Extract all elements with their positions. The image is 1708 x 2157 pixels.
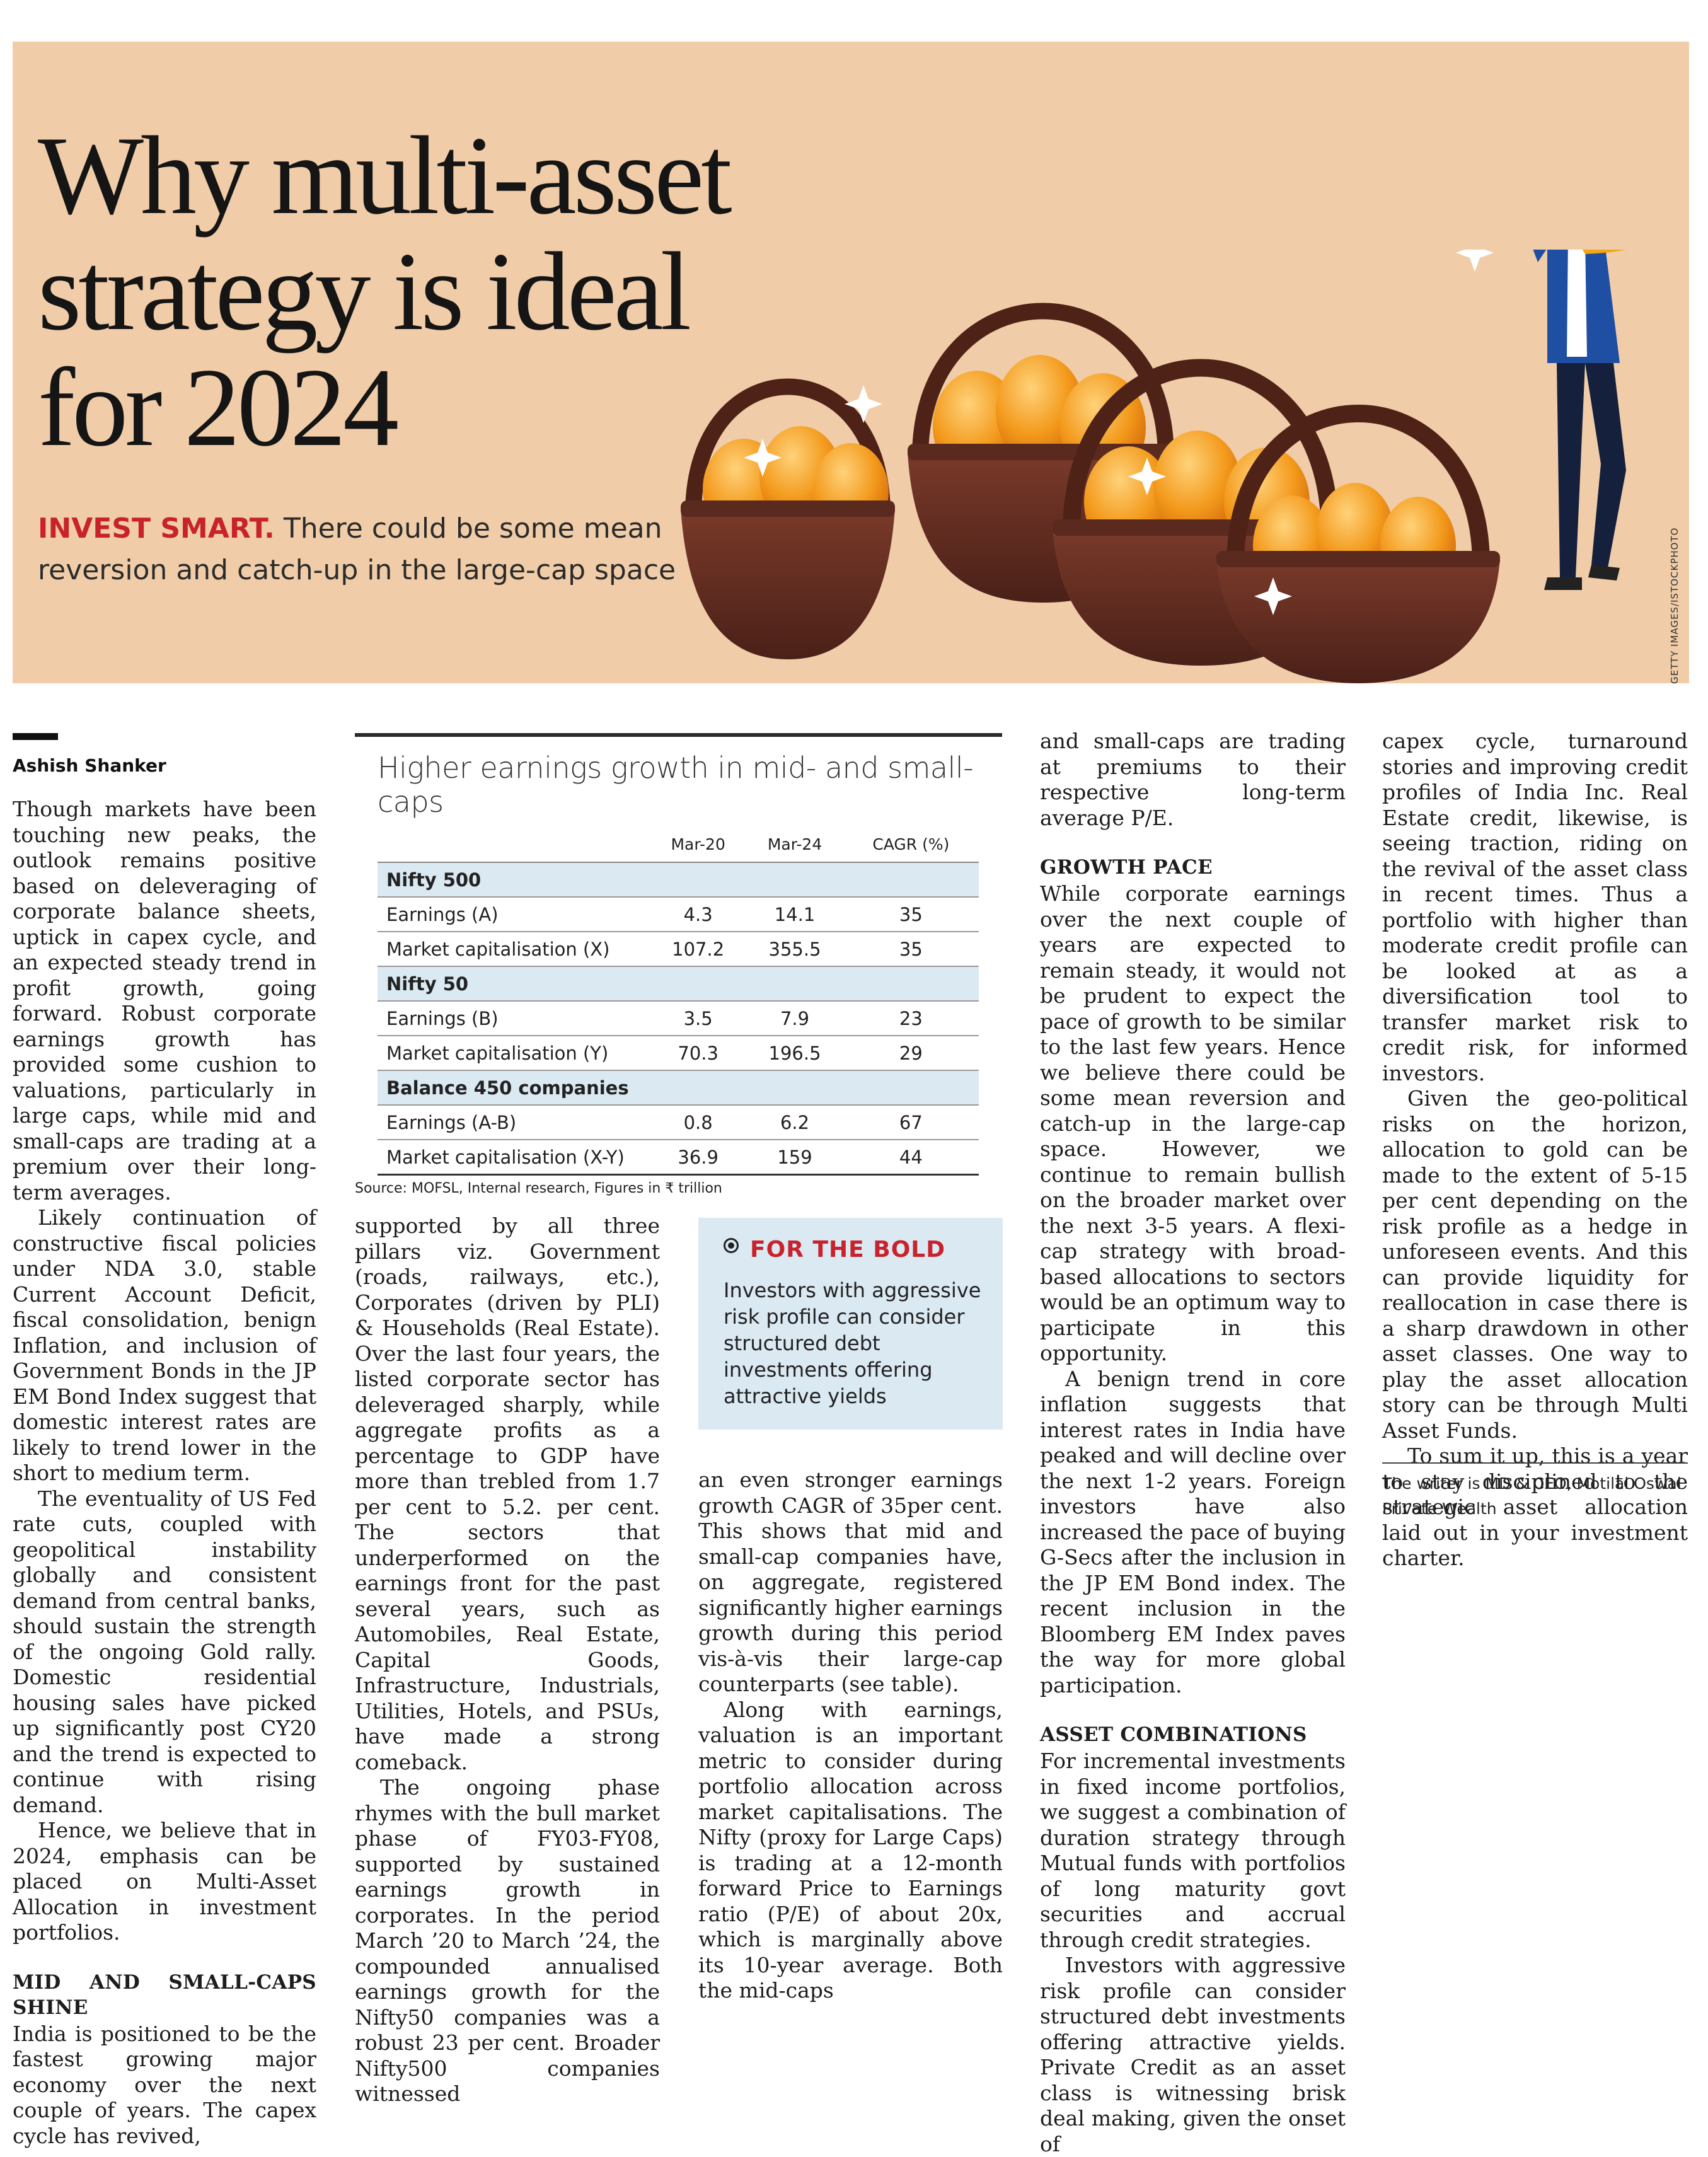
paragraph: A benign trend in core inflation suggest… <box>1040 1366 1346 1697</box>
cell-mar20: 4.3 <box>650 897 747 932</box>
cell-cagr: 35 <box>843 932 979 967</box>
paragraph: The ongoing phase rhymes with the bull m… <box>355 1775 660 2106</box>
paragraph: India is positioned to be the fastest gr… <box>13 2021 316 2148</box>
table-row: Earnings (A) 4.3 14.1 35 <box>378 897 979 932</box>
paragraph: While corporate earnings over the next c… <box>1040 881 1346 1365</box>
paragraph: To sum it up, this is a year to stay dis… <box>1382 1443 1688 1570</box>
column-5: capex cycle, turnaround stories and impr… <box>1382 729 1688 1571</box>
row-label: Earnings (A-B) <box>378 1105 650 1140</box>
callout-body: Investors with aggressive risk profile c… <box>724 1278 981 1408</box>
basket-4 <box>1216 405 1500 683</box>
cell-cagr: 35 <box>843 897 979 932</box>
subhead: GROWTH PACE <box>1040 856 1213 879</box>
headline-line-1: Why multi-asset <box>38 113 732 238</box>
photo-credit: GETTY IMAGES/ISTOCKPHOTO <box>1669 527 1680 684</box>
column-header <box>378 826 650 863</box>
row-label: Market capitalisation (Y) <box>378 1036 650 1071</box>
callout-title: FOR THE BOLD <box>724 1237 945 1263</box>
cell-mar20: 0.8 <box>650 1105 747 1140</box>
paragraph: The eventuality of US Fed rate cuts, cou… <box>13 1486 316 1817</box>
row-label: Market capitalisation (X-Y) <box>378 1140 650 1176</box>
deck: INVEST SMART. There could be some mean r… <box>38 508 700 591</box>
table-title: Higher earnings growth in mid- and small… <box>378 751 974 819</box>
byline: Ashish Shanker <box>13 755 166 776</box>
row-label: Earnings (B) <box>378 1001 650 1036</box>
deck-text-1: There could be some mean <box>283 512 662 545</box>
paragraph: Hence, we believe that in 2024, emphasis… <box>13 1818 316 1945</box>
paragraph: Investors with aggressive risk profile c… <box>1040 1953 1346 2156</box>
table-row: Earnings (A-B) 0.8 6.2 67 <box>378 1105 979 1140</box>
paragraph: and small-caps are trading at premiums t… <box>1040 729 1346 830</box>
cell-mar24: 6.2 <box>746 1105 843 1140</box>
table-row: Market capitalisation (X) 107.2 355.5 35 <box>378 932 979 967</box>
earnings-table: Mar-20 Mar-24 CAGR (%) Nifty 500 Earning… <box>378 826 979 1176</box>
row-label: Earnings (A) <box>378 897 650 932</box>
cell-cagr: 67 <box>843 1105 979 1140</box>
table-row: Market capitalisation (Y) 70.3 196.5 29 <box>378 1036 979 1071</box>
cell-mar24: 14.1 <box>746 897 843 932</box>
table-top-rule <box>355 733 1002 737</box>
column-3: an even stronger earnings growth CAGR of… <box>698 1467 1003 2004</box>
group-header: Balance 450 companies <box>378 1070 979 1106</box>
cell-mar24: 196.5 <box>746 1036 843 1071</box>
paragraph: Likely continuation of constructive fisc… <box>13 1205 316 1485</box>
cell-mar20: 36.9 <box>650 1140 747 1176</box>
cell-cagr: 44 <box>843 1140 979 1176</box>
table-row: Earnings (B) 3.5 7.9 23 <box>378 1001 979 1036</box>
headline-line-3: for 2024 <box>38 345 399 470</box>
cell-mar20: 107.2 <box>650 932 747 967</box>
headline: Why multi-asset strategy is ideal for 20… <box>38 117 732 465</box>
column-header: CAGR (%) <box>843 826 979 863</box>
group-header: Nifty 50 <box>378 966 979 1002</box>
deck-kicker: INVEST SMART. <box>38 512 275 545</box>
paragraph: Though markets have been touching new pe… <box>13 797 316 1205</box>
headline-line-2: strategy is ideal <box>38 229 691 354</box>
cell-mar20: 3.5 <box>650 1001 747 1036</box>
cell-cagr: 23 <box>843 1001 979 1036</box>
paragraph: For incremental investments in fixed inc… <box>1040 1749 1346 1952</box>
cell-mar24: 7.9 <box>746 1001 843 1036</box>
bullet-target-icon <box>724 1238 739 1253</box>
cell-mar20: 70.3 <box>650 1036 747 1071</box>
paragraph: an even stronger earnings growth CAGR of… <box>698 1467 1003 1696</box>
writer-note: The writer is MD & CEO, Motilal Oswal Pr… <box>1382 1474 1682 1518</box>
hero-banner: Why multi-asset strategy is ideal for 20… <box>13 42 1689 683</box>
cell-cagr: 29 <box>843 1036 979 1071</box>
paragraph: Along with earnings, valuation is an imp… <box>698 1697 1003 2003</box>
sparkle-icon <box>744 250 1494 615</box>
subhead: MID AND SMALL-CAPS SHINE <box>13 1970 316 2019</box>
paragraph: capex cycle, turnaround stories and impr… <box>1382 729 1688 1085</box>
column-1: Though markets have been touching new pe… <box>13 797 316 2149</box>
byline-rule <box>13 733 58 740</box>
businessman-figure <box>1533 250 1626 590</box>
column-header: Mar-20 <box>650 826 747 863</box>
deck-text-2: reversion and catch-up in the large-cap … <box>38 554 676 586</box>
cell-mar24: 355.5 <box>746 932 843 967</box>
earnings-table-box: Higher earnings growth in mid- and small… <box>355 733 1002 1196</box>
for-the-bold-callout: FOR THE BOLD Investors with aggressive r… <box>698 1218 1003 1430</box>
table-source: Source: MOFSL, Internal research, Figure… <box>355 1181 722 1196</box>
paragraph: supported by all three pillars viz. Gove… <box>355 1213 660 1774</box>
table-row: Market capitalisation (X-Y) 36.9 159 44 <box>378 1140 979 1176</box>
column-4: and small-caps are trading at premiums t… <box>1040 729 1346 2157</box>
row-label: Market capitalisation (X) <box>378 932 650 967</box>
column-header: Mar-24 <box>746 826 843 863</box>
subhead: ASSET COMBINATIONS <box>1040 1723 1307 1746</box>
basket-1 <box>681 378 895 659</box>
writer-note-rule <box>1382 1462 1688 1464</box>
column-2: supported by all three pillars viz. Gove… <box>355 1213 660 2107</box>
callout-title-text: FOR THE BOLD <box>750 1237 946 1263</box>
cell-mar24: 159 <box>746 1140 843 1176</box>
egg-baskets-illustration <box>681 250 1626 683</box>
paragraph: Given the geo-political risks on the hor… <box>1382 1086 1688 1443</box>
group-header: Nifty 500 <box>378 862 979 898</box>
